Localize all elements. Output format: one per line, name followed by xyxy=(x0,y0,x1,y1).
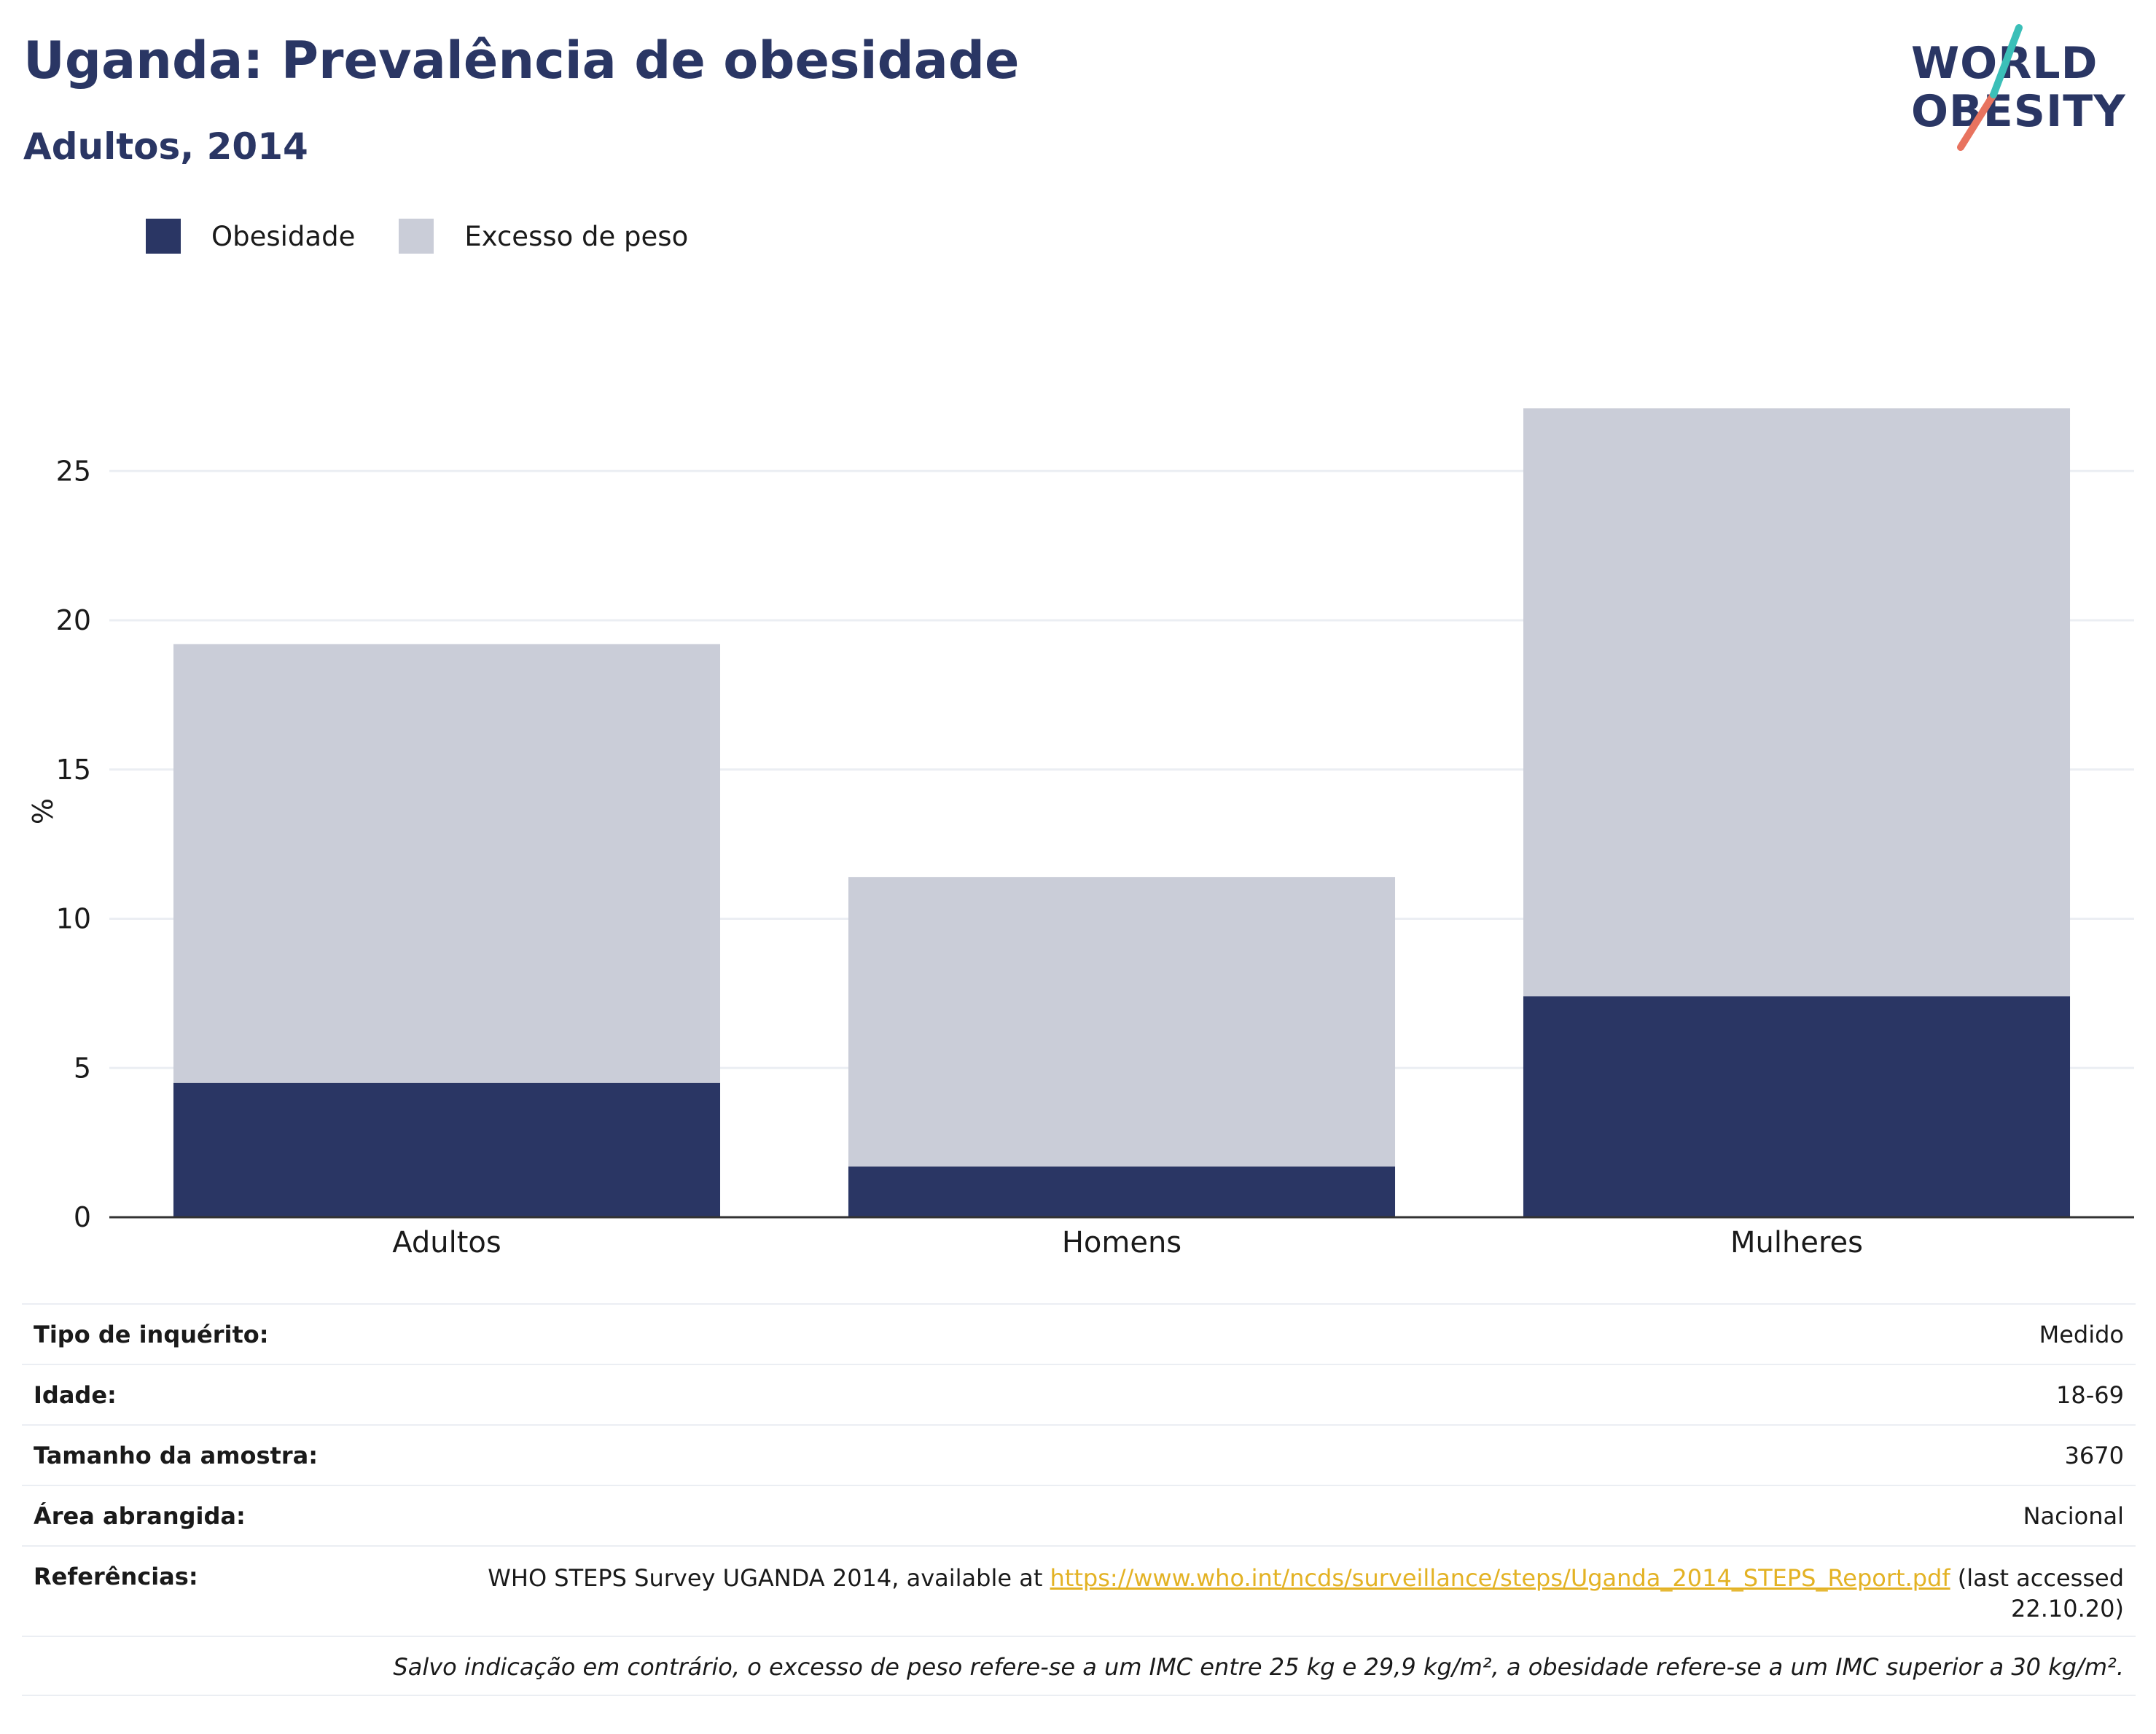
y-tick-label: 10 xyxy=(56,903,91,935)
bar-chart: 0 5 10 15 20 25% Adultos Homens Mulheres xyxy=(27,408,2134,1260)
references-link[interactable]: https://www.who.int/ncds/surveillance/st… xyxy=(1050,1564,1950,1592)
info-row-age: Idade: 18-69 xyxy=(22,1364,2136,1424)
info-value: 18-69 xyxy=(2056,1381,2124,1409)
chart-legend: Obesidade Excesso de peso xyxy=(146,216,732,257)
info-row-references: Referências: WHO STEPS Survey UGANDA 201… xyxy=(22,1545,2136,1636)
y-tick-label: 20 xyxy=(56,604,91,636)
info-label: Tipo de inquérito: xyxy=(34,1321,269,1348)
x-tick-label: Adultos xyxy=(392,1226,501,1260)
info-value: Nacional xyxy=(2023,1502,2124,1530)
bar-obesidade xyxy=(173,1082,721,1217)
legend-item-excesso-de-peso: Excesso de peso xyxy=(399,219,688,254)
info-value: Medido xyxy=(2039,1321,2124,1348)
references-access-note: (last accessed 22.10.20) xyxy=(1950,1564,2124,1622)
logo-slash-icon xyxy=(1957,24,2023,151)
x-tick-label: Mulheres xyxy=(1730,1226,1863,1260)
legend-label-obesidade: Obesidade xyxy=(211,220,356,252)
x-tick-label: Homens xyxy=(1062,1226,1181,1260)
info-row-survey-type: Tipo de inquérito: Medido xyxy=(22,1303,2136,1364)
legend-swatch-excesso-de-peso xyxy=(399,219,434,254)
y-tick-label: 25 xyxy=(56,455,91,487)
page-title: Uganda: Prevalência de obesidade xyxy=(23,31,1020,90)
page-subtitle: Adultos, 2014 xyxy=(23,125,308,168)
info-label: Idade: xyxy=(34,1381,117,1409)
info-label: Tamanho da amostra: xyxy=(34,1442,318,1469)
bar-excesso-de-peso xyxy=(848,877,1396,1167)
bar-excesso-de-peso xyxy=(1523,408,2071,996)
legend-item-obesidade: Obesidade xyxy=(146,219,355,254)
y-axis-label: % xyxy=(27,798,59,824)
world-obesity-logo: WORLD OBESITY xyxy=(1902,22,2143,153)
logo-line-2: OBESITY xyxy=(1911,86,2126,137)
info-row-note: Salvo indicação em contrário, o excesso … xyxy=(22,1636,2136,1696)
info-row-sample-size: Tamanho da amostra: 3670 xyxy=(22,1424,2136,1485)
bar-excesso-de-peso xyxy=(173,644,721,1083)
references-text: WHO STEPS Survey UGANDA 2014, available … xyxy=(488,1564,1050,1592)
legend-swatch-obesidade xyxy=(146,219,181,254)
info-label: Referências: xyxy=(34,1563,198,1590)
y-tick-label: 5 xyxy=(74,1052,91,1084)
references-value: WHO STEPS Survey UGANDA 2014, available … xyxy=(375,1563,2124,1624)
info-row-area: Área abrangida: Nacional xyxy=(22,1485,2136,1545)
bar-obesidade xyxy=(1523,996,2071,1217)
y-tick-label: 0 xyxy=(74,1201,91,1233)
bar-obesidade xyxy=(848,1166,1396,1217)
info-label: Área abrangida: xyxy=(34,1502,246,1530)
survey-info-table: Tipo de inquérito: Medido Idade: 18-69 T… xyxy=(22,1303,2136,1696)
y-tick-label: 15 xyxy=(56,754,91,786)
info-value: 3670 xyxy=(2064,1442,2124,1469)
definition-note: Salvo indicação em contrário, o excesso … xyxy=(393,1653,2124,1681)
legend-label-excesso-de-peso: Excesso de peso xyxy=(464,220,689,252)
